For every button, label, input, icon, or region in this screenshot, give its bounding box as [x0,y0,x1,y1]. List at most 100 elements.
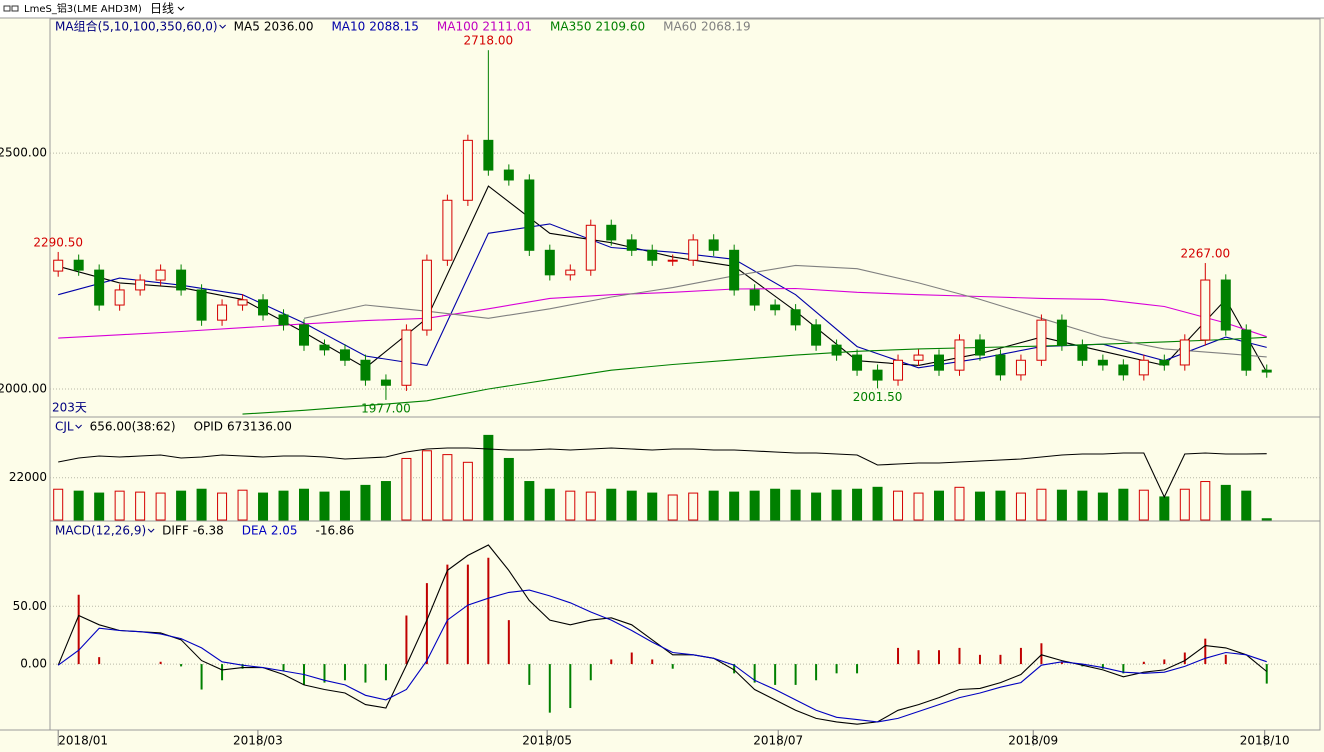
candle-body [339,349,350,361]
volume-bar [53,488,64,521]
candle-body [626,239,637,251]
volume-bar [176,490,187,521]
volume-bar [278,490,289,521]
volume-bar [503,457,514,521]
candle-body [647,249,658,261]
y-tick-label: 0.00 [20,657,47,671]
volume-bar [688,492,699,521]
candle-body [299,324,309,346]
candle-body [1097,359,1108,366]
period-chevron[interactable] [177,6,185,11]
y-tick-label: 2500.00 [0,146,47,160]
volume-bar [237,489,248,521]
volume-bar [852,488,863,521]
candle-body [1220,279,1231,331]
legend-text: MA10 [331,20,365,34]
legend-text: 2068.19 [701,20,751,34]
volume-bar [647,492,658,521]
x-tick-label: 2018/05 [522,734,572,748]
legend-chevron[interactable] [147,528,155,533]
volume-bar [1220,484,1231,521]
high-label: 2267.00 [1180,247,1230,261]
candle-body [667,259,678,262]
header-bar [0,0,1324,18]
candle-body [893,359,904,381]
header-icon [3,5,19,12]
volume-bar [524,481,535,521]
legend-text: 673136.00 [227,420,292,434]
ma-line [303,264,1267,358]
opid-line [58,447,1267,499]
candle-body [913,354,924,361]
legend-title[interactable]: MA组合(5,10,100,350,60,0) [55,19,218,34]
candle-body [1159,359,1170,366]
legend-text: 2088.15 [369,20,419,34]
candle-body [974,339,985,356]
candle-body [217,304,228,321]
legend-text: DEA [242,524,268,538]
legend-chevron[interactable] [219,24,226,29]
candle-body [954,339,965,371]
volume-bar [483,434,494,521]
volume-bar [217,492,228,521]
candle-body [1015,359,1026,376]
legend-text: -6.38 [193,524,224,538]
candle-body [1179,339,1190,366]
volume-bar [606,488,617,521]
volume-bar [462,461,473,521]
x-tick-label: 2018/09 [1008,734,1058,748]
volume-bar [729,491,740,521]
volume-bar [73,490,84,521]
period-label[interactable]: 日线 [150,2,174,16]
legend-text: OPID [194,420,223,434]
candle-body [790,309,801,326]
candle-body [831,344,842,356]
candle-body [1118,364,1129,376]
legend-text: 2109.60 [595,20,645,34]
volume-bar [360,484,371,521]
high-label: 2290.50 [33,235,83,249]
legend-text: -16.86 [316,524,355,538]
candle-body [73,259,84,271]
volume-bar [585,491,596,521]
volume-bar [893,490,904,521]
legend-title[interactable]: CJL [55,420,74,434]
candle-body [1241,329,1252,371]
volume-bar [1241,490,1252,521]
legend-text: 2.05 [271,524,298,538]
ma-line [242,336,1267,415]
legend-text: MA60 [663,20,697,34]
candle-body [258,299,269,316]
legend-text: MA5 [234,20,260,34]
volume-bar [790,489,801,521]
volume-bar [155,492,166,521]
candle-body [770,304,781,311]
candle-body [155,269,166,281]
volume-bar [1138,489,1149,521]
x-tick-label: 2018/07 [753,734,803,748]
legend-title[interactable]: MACD(12,26,9) [55,524,146,538]
volume-bar [565,490,576,521]
candle-body [196,289,207,321]
candle-body [114,289,125,306]
legend-text: DIFF [162,524,189,538]
candle-body [380,379,391,386]
volume-bar [872,486,883,521]
legend-text: 656.00 [90,420,132,434]
high-label: 2718.00 [464,34,514,48]
volume-bar [749,490,760,521]
legend-chevron[interactable] [75,424,82,429]
volume-bar [1159,496,1170,521]
y-tick-label: 22000 [9,470,47,484]
candle-body [401,329,412,386]
volume-bar [114,490,125,521]
x-tick-label: 2018/10 [1240,734,1290,748]
volume-bar [299,488,309,521]
volume-bar [811,492,822,521]
y-tick-label: 50.00 [13,599,47,613]
candle-body [995,354,1006,376]
volume-bar [380,481,391,521]
candle-body [544,249,555,276]
volume-bar [319,491,330,521]
candle-body [688,239,699,261]
